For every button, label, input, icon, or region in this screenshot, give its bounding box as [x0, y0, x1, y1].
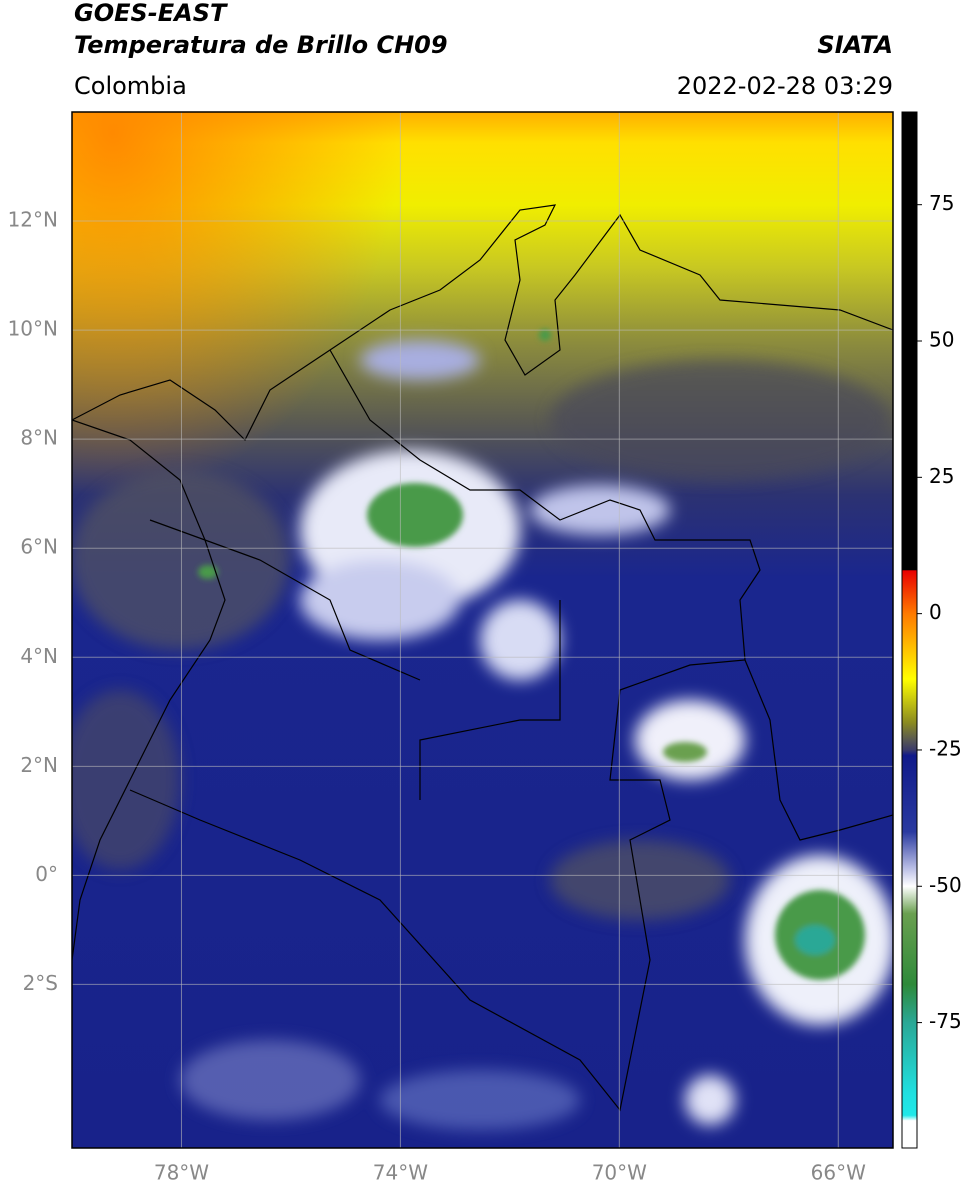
x-tick-label: 66°W	[811, 1161, 866, 1185]
x-tick-label: 74°W	[373, 1161, 428, 1185]
y-tick-label: 0°	[35, 862, 58, 886]
grid	[72, 112, 893, 1148]
x-tick-label: 78°W	[154, 1161, 209, 1185]
y-tick-label: 12°N	[8, 208, 58, 232]
satellite-image	[72, 112, 893, 1148]
colorbar-tick-label: -25	[929, 736, 962, 760]
borders	[72, 204, 893, 1112]
x-tick-label: 70°W	[592, 1161, 647, 1185]
datetime: 2022-02-28 03:29	[677, 72, 893, 100]
region: Colombia	[74, 72, 187, 100]
y-tick-label: 4°N	[20, 644, 58, 668]
colorbar-tick-label: -50	[929, 873, 962, 897]
title: GOES-EAST	[74, 0, 228, 27]
source: SIATA	[817, 31, 893, 59]
colorbar-tick-label: 75	[929, 191, 954, 215]
y-tick-label: 6°N	[20, 535, 58, 559]
y-tick-label: 10°N	[8, 317, 58, 341]
y-tick-label: 2°S	[23, 971, 58, 995]
colorbar-tick-label: -75	[929, 1009, 962, 1033]
map-frame	[71, 111, 894, 1149]
y-tick-label: 8°N	[20, 426, 58, 450]
colorbar-tick-label: 50	[929, 328, 954, 352]
subtitle: Temperatura de Brillo CH09	[74, 31, 448, 59]
colorbar	[901, 111, 918, 1149]
colorbar-tick-label: 25	[929, 464, 954, 488]
y-tick-label: 2°N	[20, 753, 58, 777]
colorbar-tick-label: 0	[929, 600, 942, 624]
